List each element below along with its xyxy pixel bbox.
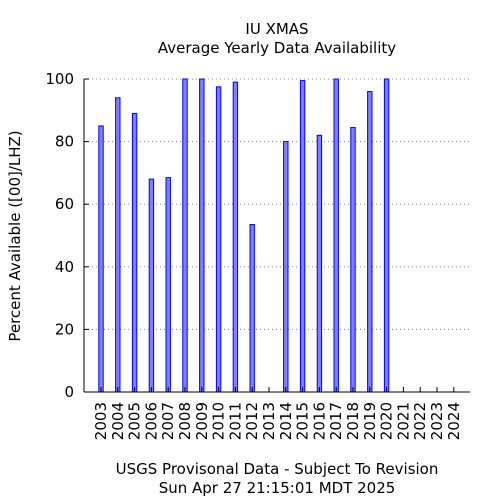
bar-2019 bbox=[367, 91, 373, 393]
bar-2005 bbox=[131, 112, 138, 393]
bar-2016 bbox=[316, 134, 323, 393]
bar-2018 bbox=[350, 127, 356, 393]
footer-line-1: USGS Provisonal Data - Subject To Revisi… bbox=[116, 460, 439, 478]
bar-2009 bbox=[199, 78, 205, 393]
y-tick-label: 0 bbox=[64, 383, 74, 401]
y-tick-label: 20 bbox=[55, 320, 74, 338]
x-tick-label: 2022 bbox=[411, 402, 429, 440]
bar-2004 bbox=[115, 97, 121, 393]
bar-2011 bbox=[232, 81, 239, 393]
x-tick-label: 2014 bbox=[277, 402, 295, 440]
x-tick-label: 2005 bbox=[126, 402, 144, 440]
x-tick-label: 2010 bbox=[210, 402, 228, 440]
y-axis-ticks: 0 20 40 60 80 100 bbox=[45, 70, 89, 401]
x-tick-label: 2003 bbox=[92, 402, 110, 440]
bar-2008 bbox=[182, 78, 188, 393]
x-tick-label: 2009 bbox=[193, 402, 211, 440]
x-tick-label: 2024 bbox=[445, 402, 463, 440]
x-tick-label: 2004 bbox=[109, 402, 127, 440]
x-tick-label: 2013 bbox=[260, 402, 278, 440]
bar-2006 bbox=[148, 178, 155, 393]
bar-2012 bbox=[249, 224, 255, 393]
x-tick-label: 2007 bbox=[159, 402, 177, 440]
x-tick-label: 2016 bbox=[310, 402, 328, 440]
y-tick-label: 100 bbox=[45, 70, 74, 88]
x-tick-label: 2012 bbox=[243, 402, 261, 440]
footer-line-2: Sun Apr 27 21:15:01 MDT 2025 bbox=[159, 479, 396, 497]
bar-2003 bbox=[98, 125, 104, 393]
x-tick-label: 2008 bbox=[176, 402, 194, 440]
bar-2007 bbox=[165, 177, 171, 393]
x-tick-label: 2021 bbox=[394, 402, 412, 440]
bar-2014 bbox=[283, 141, 289, 393]
y-tick-label: 60 bbox=[55, 195, 74, 213]
chart-subtitle: Average Yearly Data Availability bbox=[158, 39, 396, 57]
y-axis-label: Percent Available ([00]/LHZ) bbox=[6, 130, 24, 341]
x-tick-label: 2019 bbox=[361, 402, 379, 440]
x-tick-label: 2006 bbox=[142, 402, 160, 440]
chart-title: IU XMAS bbox=[245, 20, 308, 38]
y-tick-label: 80 bbox=[55, 133, 74, 151]
x-tick-label: 2023 bbox=[428, 402, 446, 440]
bar-2017 bbox=[333, 78, 339, 393]
bar-2020 bbox=[383, 78, 390, 393]
x-tick-label: 2017 bbox=[327, 402, 345, 440]
bars bbox=[98, 78, 390, 393]
x-tick-label: 2020 bbox=[378, 402, 396, 440]
y-tick-label: 40 bbox=[55, 258, 74, 276]
x-axis-ticks: 2003200420052006200720082009201020112012… bbox=[92, 387, 463, 440]
bar-2015 bbox=[299, 80, 306, 393]
bar-2010 bbox=[215, 86, 222, 393]
x-tick-label: 2011 bbox=[226, 402, 244, 440]
x-tick-label: 2015 bbox=[294, 402, 312, 440]
grid-lines bbox=[84, 78, 470, 330]
x-tick-label: 2018 bbox=[344, 402, 362, 440]
